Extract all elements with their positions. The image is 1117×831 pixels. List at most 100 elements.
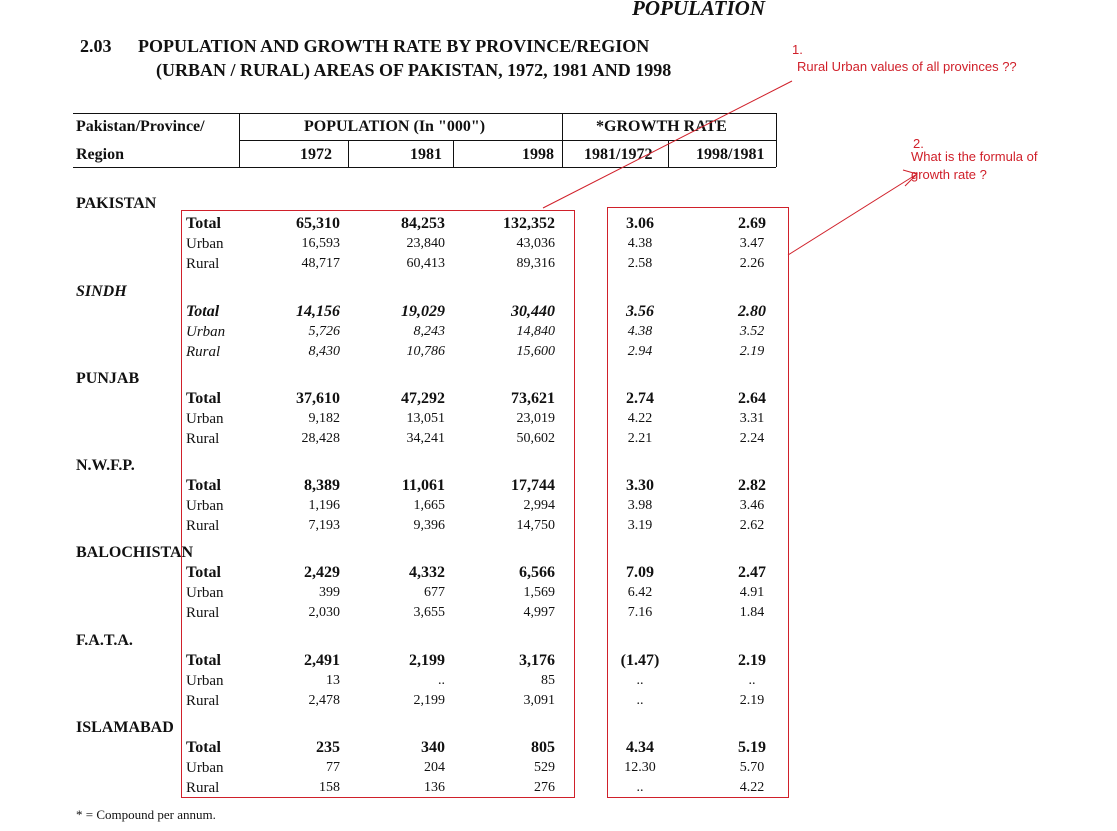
row-label: Urban xyxy=(186,585,224,601)
growth-rate-cell: 3.30 xyxy=(626,477,654,494)
population-cell: 2,491 xyxy=(304,652,340,669)
header-divider xyxy=(562,113,563,167)
region-name: BALOCHISTAN xyxy=(76,544,194,561)
year-header: 1972 xyxy=(300,146,332,163)
population-cell: 13,051 xyxy=(406,411,446,426)
population-cell: 529 xyxy=(534,760,555,775)
population-cell: 84,253 xyxy=(401,215,445,232)
population-cell: 30,440 xyxy=(511,303,555,320)
population-cell: 14,840 xyxy=(516,324,556,339)
population-cell: 89,316 xyxy=(516,256,556,271)
population-cell: 677 xyxy=(424,585,445,600)
row-label: Rural xyxy=(186,693,220,709)
region-name: PAKISTAN xyxy=(76,195,157,212)
header-top-rule xyxy=(73,113,776,114)
year-header: 1981 xyxy=(410,146,442,163)
row-label: Urban xyxy=(186,760,224,776)
population-cell: 1,665 xyxy=(413,498,446,513)
population-cell: 9,182 xyxy=(308,411,341,426)
footnote: * = Compound per annum. xyxy=(76,807,216,822)
row-label: Total xyxy=(186,739,221,756)
row-label: Total xyxy=(186,215,221,232)
annotation-2-text-line-2: growth rate ? xyxy=(911,167,987,182)
row-label: Total xyxy=(186,303,220,320)
annotation-line-2 xyxy=(787,173,918,256)
growth-rate-cell: 3.06 xyxy=(626,215,654,232)
growth-rate-cell: 3.46 xyxy=(739,498,765,513)
growth-rate-cell: 3.52 xyxy=(739,324,765,339)
growth-rate-cell: 4.91 xyxy=(739,585,765,600)
growth-rate-cell: 2.47 xyxy=(738,564,766,581)
row-label: Urban xyxy=(186,236,224,252)
region-name: SINDH xyxy=(76,283,127,300)
population-cell: 7,193 xyxy=(308,518,341,533)
annotation-1-text: Rural Urban values of all provinces ?? xyxy=(797,59,1017,74)
population-highlight-box xyxy=(181,210,575,798)
growth-rate-cell: 5.19 xyxy=(738,739,766,756)
growth-period-header: 1981/1972 xyxy=(584,146,653,163)
population-cell: 77 xyxy=(326,760,340,775)
population-cell: 19,029 xyxy=(401,303,445,320)
header-divider xyxy=(239,113,240,167)
population-cell: 73,621 xyxy=(511,390,555,407)
growth-rate-cell: 6.42 xyxy=(627,585,653,600)
growth-rate-cell: (1.47) xyxy=(620,652,660,669)
growth-rate-cell: 3.98 xyxy=(627,498,653,513)
population-cell: 158 xyxy=(319,780,340,795)
row-label: Total xyxy=(186,390,221,407)
header-mid-rule xyxy=(239,140,776,141)
population-cell: 8,243 xyxy=(413,324,446,339)
growth-rate-cell: 2.69 xyxy=(738,215,766,232)
growth-rate-cell: 12.30 xyxy=(624,760,656,775)
population-cell: 8,430 xyxy=(308,344,341,359)
header-divider xyxy=(348,140,349,167)
growth-rate-cell: 2.94 xyxy=(627,344,653,359)
population-cell: 34,241 xyxy=(406,431,446,446)
table-title-line-2: (URBAN / RURAL) AREAS OF PAKISTAN, 1972,… xyxy=(156,60,672,80)
annotation-1-number: 1. xyxy=(792,42,803,57)
growth-period-header: 1998/1981 xyxy=(696,146,765,163)
growth-rate-cell: 2.24 xyxy=(739,431,765,446)
population-cell: 15,600 xyxy=(516,344,556,359)
row-label: Total xyxy=(186,564,221,581)
population-cell: 48,717 xyxy=(301,256,341,271)
population-cell: .. xyxy=(438,673,445,688)
population-cell: 10,786 xyxy=(406,344,446,359)
row-label: Urban xyxy=(186,498,224,514)
population-cell: 50,602 xyxy=(516,431,556,446)
growth-rate-cell: 2.19 xyxy=(739,344,765,359)
row-label: Rural xyxy=(186,431,220,447)
growth-rate-cell: 2.19 xyxy=(739,693,765,708)
population-cell: 65,310 xyxy=(296,215,340,232)
growth-rate-cell: 2.64 xyxy=(738,390,766,407)
growth-rate-cell: .. xyxy=(636,693,644,708)
population-cell: 399 xyxy=(319,585,340,600)
population-cell: 16,593 xyxy=(301,236,341,251)
row-label: Urban xyxy=(186,324,226,340)
region-header-line-2: Region xyxy=(76,146,124,163)
region-name: F.A.T.A. xyxy=(76,632,133,649)
population-cell: 13 xyxy=(326,673,340,688)
growth-rate-cell: 1.84 xyxy=(739,605,765,620)
row-label: Rural xyxy=(186,344,221,360)
population-cell: 17,744 xyxy=(511,477,555,494)
growth-rate-cell: .. xyxy=(636,673,644,688)
row-label: Rural xyxy=(186,780,220,796)
population-cell: 60,413 xyxy=(406,256,446,271)
growth-rate-cell: 3.56 xyxy=(626,303,654,320)
annotation-line-1 xyxy=(542,80,793,209)
growth-rate-cell: 2.19 xyxy=(738,652,766,669)
population-cell: 14,156 xyxy=(296,303,340,320)
annotation-2-text-line-1: What is the formula of xyxy=(911,149,1038,164)
table-title-line-1: POPULATION AND GROWTH RATE BY PROVINCE/R… xyxy=(138,36,650,56)
growth-rate-cell: 7.09 xyxy=(626,564,654,581)
population-cell: 2,199 xyxy=(409,652,445,669)
year-header: 1998 xyxy=(522,146,554,163)
growth-rate-cell: 2.62 xyxy=(739,518,765,533)
growth-rate-cell: 2.80 xyxy=(738,303,766,320)
growth-rate-cell: 4.38 xyxy=(627,236,653,251)
row-label: Rural xyxy=(186,256,220,272)
growth-rate-cell: 4.22 xyxy=(739,780,765,795)
population-cell: 340 xyxy=(421,739,445,756)
